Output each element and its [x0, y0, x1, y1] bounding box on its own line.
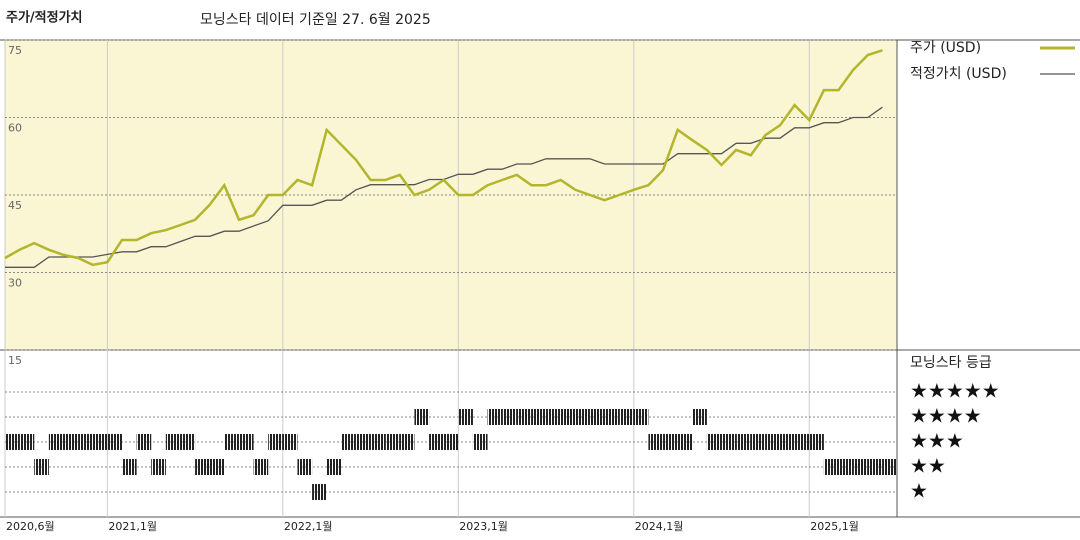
- rating-bar: [136, 434, 152, 450]
- rating-label: ★★★: [910, 429, 964, 453]
- y-tick-label: 15: [8, 354, 22, 367]
- rating-bar: [399, 434, 415, 450]
- rating-title: 모닝스타 등급: [910, 355, 992, 371]
- rating-bar: [326, 459, 342, 475]
- rating-bar: [151, 459, 166, 475]
- rating-bar: [370, 434, 386, 450]
- rating-bar: [268, 434, 283, 450]
- rating-bar: [19, 434, 35, 450]
- rating-bar: [706, 434, 722, 450]
- rating-bar: [5, 434, 20, 450]
- y-tick-label: 60: [8, 122, 22, 135]
- rating-bar: [516, 409, 532, 425]
- rating-label: ★★★★★: [910, 379, 1000, 403]
- rating-label: ★★★★: [910, 404, 982, 428]
- rating-bar: [575, 409, 590, 425]
- y-tick-label: 30: [8, 277, 22, 290]
- rating-bar: [882, 459, 897, 475]
- rating-bar: [560, 409, 576, 425]
- rating-bar: [458, 409, 473, 425]
- rating-bar: [721, 434, 737, 450]
- rating-bar: [677, 434, 693, 450]
- rating-bar: [619, 409, 634, 425]
- y-tick-label: 75: [8, 44, 22, 57]
- rating-bar: [48, 434, 64, 450]
- rating-bar: [794, 434, 810, 450]
- rating-bar: [414, 409, 430, 425]
- rating-bar: [209, 459, 225, 475]
- rating-bar: [180, 434, 196, 450]
- rating-bar: [78, 434, 93, 450]
- rating-bar: [385, 434, 400, 450]
- rating-bar: [633, 409, 649, 425]
- rating-bar: [502, 409, 517, 425]
- x-tick-label: 2023,1월: [459, 520, 508, 533]
- rating-label: ★★: [910, 454, 946, 478]
- rating-bar: [487, 409, 503, 425]
- legend-label: 주가 (USD): [910, 40, 981, 56]
- rating-label: ★: [910, 479, 928, 503]
- rating-bar: [692, 409, 707, 425]
- rating-bar: [355, 434, 371, 450]
- legend-label: 적정가치 (USD): [910, 66, 1007, 82]
- rating-bar: [443, 434, 459, 450]
- rating-bar: [253, 459, 269, 475]
- rating-bar: [736, 434, 751, 450]
- rating-bar: [282, 434, 298, 450]
- rating-bar: [853, 459, 868, 475]
- rating-bar: [780, 434, 795, 450]
- rating-bar: [107, 434, 122, 450]
- rating-bar: [92, 434, 108, 450]
- rating-bar: [809, 434, 824, 450]
- rating-bar: [648, 434, 664, 450]
- rating-bar: [195, 459, 210, 475]
- x-tick-label: 2025,1월: [810, 520, 859, 533]
- rating-bar: [63, 434, 79, 450]
- rating-bar: [531, 409, 547, 425]
- rating-bar: [34, 459, 49, 475]
- rating-bar: [750, 434, 766, 450]
- rating-bar: [472, 434, 488, 450]
- x-tick-label: 2020,6월: [6, 520, 55, 533]
- chart-title: 주가/적정가치: [6, 10, 83, 26]
- rating-bar: [604, 409, 620, 425]
- x-tick-label: 2024,1월: [635, 520, 684, 533]
- rating-bar: [341, 434, 356, 450]
- rating-bar: [823, 459, 839, 475]
- rating-bar: [838, 459, 854, 475]
- rating-bar: [663, 434, 678, 450]
- rating-bar: [297, 459, 313, 475]
- rating-bar: [429, 434, 444, 450]
- rating-bar: [312, 484, 327, 500]
- rating-bar: [867, 459, 883, 475]
- rating-bar: [121, 459, 137, 475]
- rating-bar: [765, 434, 781, 450]
- rating-bar: [238, 434, 254, 450]
- rating-bar: [165, 434, 181, 450]
- rating-bar: [546, 409, 561, 425]
- rating-bar: [224, 434, 239, 450]
- rating-bar: [589, 409, 605, 425]
- chart-subtitle: 모닝스타 데이터 기준일 27. 6월 2025: [200, 12, 431, 28]
- x-tick-label: 2022,1월: [284, 520, 333, 533]
- series-line: [4, 49, 883, 267]
- y-tick-label: 45: [8, 199, 22, 212]
- x-tick-label: 2021,1월: [108, 520, 157, 533]
